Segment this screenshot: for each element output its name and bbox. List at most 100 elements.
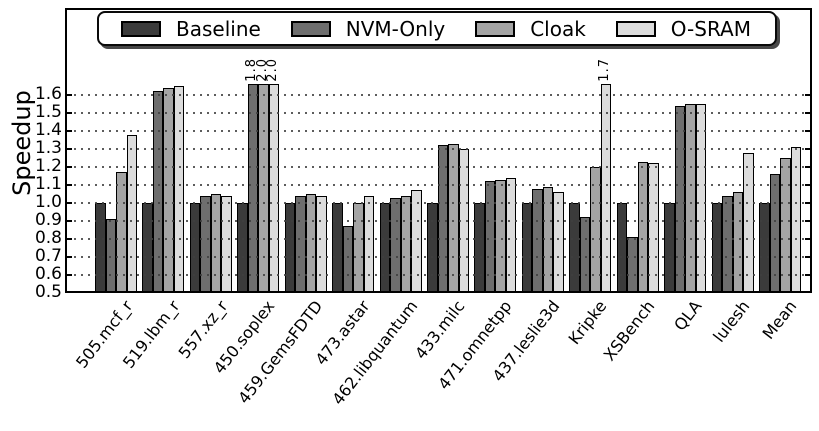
legend-swatch-o-sram (615, 20, 656, 37)
bar-cloak-XSBench (637, 161, 649, 293)
bar-baseline-lulesh (711, 203, 723, 293)
bar-nvm-only-505.mcf_r (105, 219, 116, 293)
bar-cloak-505.mcf_r (116, 172, 127, 293)
bar-baseline-473.astar (332, 203, 343, 293)
y-tick-label: 0.9 (34, 210, 62, 230)
bar-o-sram-437.leslie3d (553, 192, 564, 293)
legend-swatch-cloak (475, 20, 516, 37)
axis-tick (65, 112, 72, 114)
axis-tick (805, 291, 812, 293)
bar-baseline-519.lbm_r (142, 203, 153, 293)
legend-swatch-nvm-only (290, 20, 331, 37)
bar-baseline-Mean (759, 203, 770, 293)
bar-baseline-557.xz_r (189, 203, 201, 293)
y-tick-label: 1.4 (34, 120, 62, 140)
bar-o-sram-519.lbm_r (173, 86, 185, 293)
bar-baseline-QLA (664, 203, 675, 293)
y-tick-label: 0.6 (34, 264, 62, 284)
bar-nvm-only-Mean (769, 174, 781, 293)
axis-tick (805, 94, 812, 96)
bar-nvm-only-450.soplex (247, 84, 259, 293)
bar-cloak-Kripke (590, 167, 601, 293)
clipped-value-label: 1.7 (597, 57, 613, 82)
bar-cloak-lulesh (732, 192, 744, 293)
axis-tick (805, 148, 812, 150)
bar-o-sram-Kripke (600, 84, 612, 293)
y-tick-label: 1.1 (34, 174, 62, 194)
bar-o-sram-433.milc (458, 149, 469, 293)
bar-baseline-XSBench (616, 203, 628, 293)
bar-nvm-only-459.GemsFDTD (295, 195, 306, 293)
bar-nvm-only-433.milc (437, 145, 448, 293)
bar-nvm-only-519.lbm_r (152, 91, 164, 293)
bar-cloak-471.omnetpp (495, 179, 506, 293)
x-tick-label-505.mcf_r: 505.mcf_r (72, 296, 137, 372)
bar-baseline-437.leslie3d (521, 203, 533, 293)
axis-tick (65, 166, 72, 168)
bar-nvm-only-QLA (674, 105, 686, 293)
legend-label: O-SRAM (670, 16, 751, 41)
y-tick-label: 1.2 (34, 156, 62, 176)
bar-cloak-519.lbm_r (163, 87, 174, 293)
bar-cloak-Mean (780, 158, 791, 293)
bar-o-sram-QLA (695, 104, 707, 293)
y-tick-label: 1.5 (34, 102, 62, 122)
bar-baseline-450.soplex (237, 203, 248, 293)
axis-tick (805, 220, 812, 222)
bar-cloak-433.milc (448, 143, 459, 293)
bar-o-sram-459.GemsFDTD (316, 195, 327, 293)
y-tick-label: 0.5 (34, 282, 62, 302)
axis-tick (65, 130, 72, 132)
y-tick-label: 1.6 (34, 84, 62, 104)
axis-tick (805, 274, 812, 276)
axis-tick (65, 148, 72, 150)
y-tick-label: 0.7 (34, 246, 62, 266)
legend-item-baseline: Baseline (121, 19, 261, 39)
bar-nvm-only-437.leslie3d (532, 188, 543, 293)
bar-o-sram-471.omnetpp (505, 177, 517, 293)
bar-nvm-only-471.omnetpp (484, 181, 496, 293)
axis-tick (805, 112, 812, 114)
axis-tick (805, 202, 812, 204)
bar-cloak-QLA (685, 104, 696, 293)
bar-baseline-505.mcf_r (95, 203, 106, 293)
bar-cloak-473.astar (353, 203, 364, 293)
y-tick-label: 1.0 (34, 192, 62, 212)
axis-tick (805, 256, 812, 258)
bar-o-sram-462.libquantum (411, 190, 422, 293)
bar-nvm-only-473.astar (342, 226, 354, 293)
axis-tick (65, 202, 72, 204)
axis-tick (65, 184, 72, 186)
bar-o-sram-450.soplex (268, 84, 280, 293)
bar-o-sram-473.astar (363, 195, 375, 293)
bar-cloak-557.xz_r (210, 194, 222, 293)
legend-label: NVM-Only (345, 16, 446, 41)
axis-tick (65, 238, 72, 240)
bar-cloak-459.GemsFDTD (305, 194, 317, 293)
bar-cloak-462.libquantum (400, 195, 412, 293)
bar-o-sram-557.xz_r (221, 195, 232, 293)
legend-item-nvm-only: NVM-Only (290, 16, 446, 41)
bar-cloak-450.soplex (258, 84, 269, 293)
y-tick-label: 0.8 (34, 228, 62, 248)
legend-item-o-sram: O-SRAM (615, 16, 751, 41)
axis-tick (65, 220, 72, 222)
axis-tick (65, 274, 72, 276)
bar-o-sram-lulesh (743, 152, 754, 293)
legend-label: Cloak (530, 16, 586, 41)
y-tick-label: 1.3 (34, 138, 62, 158)
bar-nvm-only-lulesh (722, 195, 733, 293)
bar-o-sram-Mean (790, 147, 802, 293)
axis-tick (65, 291, 72, 293)
bar-nvm-only-XSBench (627, 237, 638, 293)
legend-swatch-baseline (121, 20, 161, 37)
legend: Baseline NVM-Only Cloak O-SRAM (97, 11, 777, 46)
legend-item-cloak: Cloak (475, 19, 586, 39)
bar-baseline-433.milc (427, 203, 438, 293)
axis-tick (805, 238, 812, 240)
bar-baseline-462.libquantum (379, 203, 391, 293)
axis-tick (65, 256, 72, 258)
bar-o-sram-XSBench (648, 163, 659, 293)
bar-baseline-471.omnetpp (474, 203, 485, 293)
